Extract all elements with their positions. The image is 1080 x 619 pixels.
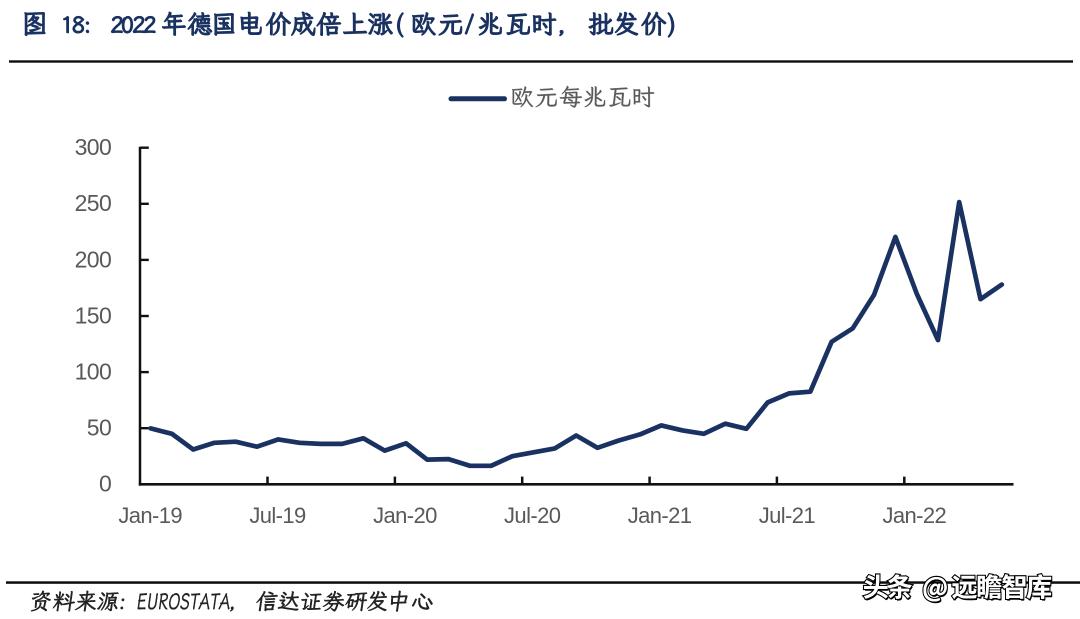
svg-text:Jul-21: Jul-21 xyxy=(759,503,816,528)
svg-text:200: 200 xyxy=(75,246,112,272)
svg-text:Jan-20: Jan-20 xyxy=(373,503,437,528)
svg-text:Jan-22: Jan-22 xyxy=(882,503,946,528)
svg-text:250: 250 xyxy=(75,190,112,216)
svg-text:300: 300 xyxy=(75,134,112,160)
svg-text:50: 50 xyxy=(87,415,111,441)
svg-text:100: 100 xyxy=(75,359,112,385)
svg-text:Jan-21: Jan-21 xyxy=(628,503,692,528)
svg-text:Jul-19: Jul-19 xyxy=(249,503,306,528)
svg-text:150: 150 xyxy=(75,302,112,328)
svg-text:0: 0 xyxy=(99,471,111,497)
svg-text:Jan-19: Jan-19 xyxy=(118,503,182,528)
svg-text:Jul-20: Jul-20 xyxy=(504,503,561,528)
